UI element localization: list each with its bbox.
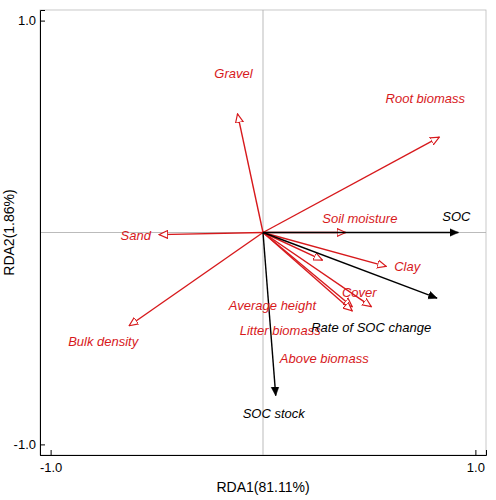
arrow-label: Above biomass xyxy=(279,351,369,366)
x-tick-mark xyxy=(51,450,52,455)
arrow-label: SOC xyxy=(442,209,471,224)
x-tick: -1.0 xyxy=(40,450,62,475)
arrow-label: Root biomass xyxy=(386,91,466,106)
vector-arrow xyxy=(159,233,263,235)
x-tick: 1.0 xyxy=(467,450,485,475)
arrow-label: Litter biomass xyxy=(240,323,321,338)
y-tick: -1.0 xyxy=(14,437,45,452)
x-axis-title: RDA1(81.11%) xyxy=(216,479,309,495)
arrows xyxy=(129,114,458,396)
y-axis: -1.0 1.0 xyxy=(14,11,45,456)
y-tick-mark xyxy=(40,21,45,22)
arrow-label: Clay xyxy=(394,259,422,274)
arrow-label: Sand xyxy=(121,228,152,243)
arrow-label: Soil moisture xyxy=(322,211,397,226)
vector-arrow xyxy=(238,114,263,233)
y-tick: 1.0 xyxy=(18,13,45,28)
arrow-label: Gravel xyxy=(214,66,253,81)
x-tick-mark xyxy=(475,450,476,455)
arrow-label: Average height xyxy=(228,298,318,313)
arrow-label: Rate of SOC change xyxy=(311,320,431,335)
y-axis-line xyxy=(41,11,46,456)
x-tick-label: 1.0 xyxy=(467,460,485,475)
vector-arrow xyxy=(263,137,439,232)
vector-arrow xyxy=(263,233,276,396)
x-axis-line xyxy=(41,450,487,456)
arrow-label: SOC stock xyxy=(243,406,307,421)
vector-arrow xyxy=(263,232,458,233)
y-tick-label: 1.0 xyxy=(18,13,36,28)
x-tick-label: -1.0 xyxy=(40,460,62,475)
x-axis: -1.0 1.0 xyxy=(40,450,487,475)
vector-arrow xyxy=(263,233,322,261)
y-axis-title: RDA2(1.86%) xyxy=(1,189,17,275)
chart: -1.0 1.0 -1.0 1.0 RDA1(81.11%) RDA2(1.86%) Gra… xyxy=(0,0,496,500)
y-tick-mark xyxy=(40,444,45,445)
arrow-label: Cover xyxy=(342,285,377,300)
arrow-labels: Gravel Root biomass Soil moisture Sand Clay A… xyxy=(68,66,471,421)
y-tick-label: -1.0 xyxy=(14,437,36,452)
plot-frame xyxy=(40,10,486,455)
arrow-label: Bulk density xyxy=(68,334,140,349)
